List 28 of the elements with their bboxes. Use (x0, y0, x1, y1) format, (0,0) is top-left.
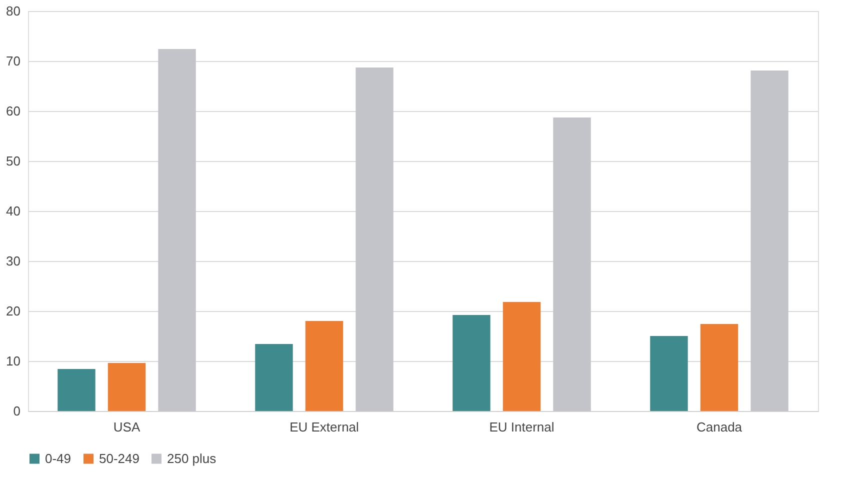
x-tick-label: EU External (290, 420, 360, 434)
bar (158, 49, 196, 411)
bar (255, 344, 293, 411)
y-tick-label: 0 (13, 404, 20, 418)
y-tick-label: 40 (6, 204, 20, 218)
y-tick-label: 50 (6, 154, 20, 168)
y-tick-label: 80 (6, 4, 20, 18)
bar (452, 315, 490, 411)
y-tick-label: 60 (6, 104, 20, 118)
x-tick-label: USA (113, 420, 140, 434)
bar (108, 363, 146, 411)
bar (502, 302, 541, 411)
x-tick-label: EU Internal (489, 420, 554, 434)
y-tick-label: 20 (6, 304, 20, 318)
bar (700, 324, 738, 411)
y-tick-label: 10 (6, 354, 20, 368)
y-tick-label: 30 (6, 254, 20, 268)
bar (553, 118, 591, 411)
legend-label: 0-49 (45, 450, 72, 466)
bar (356, 68, 394, 411)
y-tick-label: 70 (6, 54, 20, 68)
x-tick-label: Canada (696, 420, 743, 434)
bar (750, 70, 788, 411)
legend-label: 250 plus (167, 450, 217, 466)
bar (305, 321, 344, 411)
bar (650, 336, 688, 411)
bar (58, 369, 96, 411)
legend-label: 50-249 (99, 450, 140, 466)
